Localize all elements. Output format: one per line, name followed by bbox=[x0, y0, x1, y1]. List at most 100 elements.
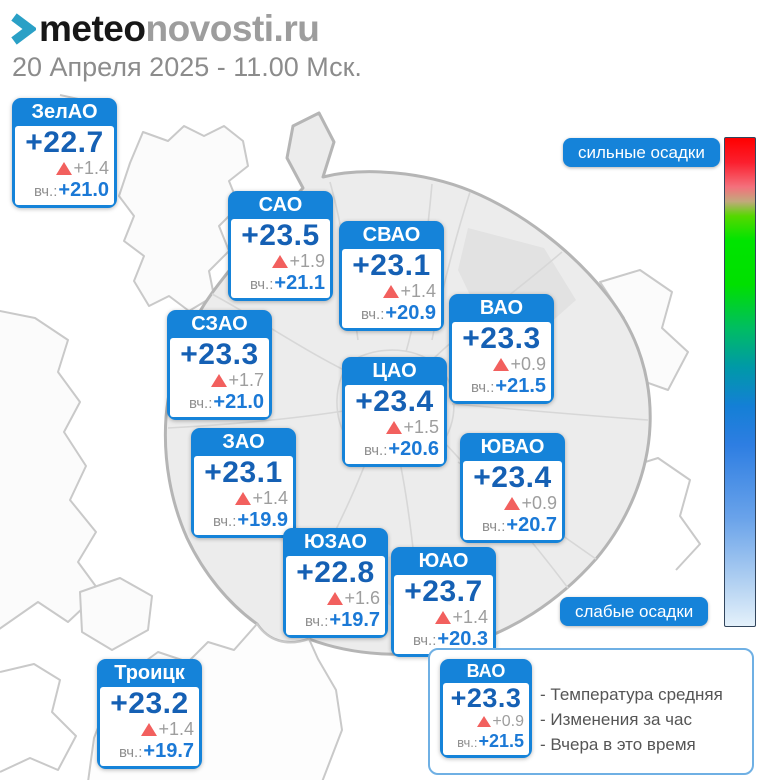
legend-descriptions: - Температура средняя - Изменения за час… bbox=[540, 682, 723, 757]
district-change-row: +0.9 bbox=[468, 493, 557, 514]
yesterday-label: вч.: bbox=[118, 744, 143, 761]
district-temperature: +23.4 bbox=[473, 461, 552, 494]
yesterday-label: вч.: bbox=[304, 613, 329, 630]
oblast-boundary-line bbox=[0, 663, 77, 773]
rise-triangle-icon bbox=[386, 421, 403, 434]
district-temperature: +22.8 bbox=[296, 556, 375, 589]
district-name: СВАО bbox=[362, 224, 421, 246]
district-change-value: +1.5 bbox=[403, 417, 439, 437]
district-card: ЮВАО +23.4 +0.9 вч.: +20.7 bbox=[460, 433, 565, 543]
yesterday-label: вч.: bbox=[457, 735, 478, 750]
district-card: ЮАО +23.7 +1.4 вч.: +20.3 bbox=[391, 547, 496, 657]
yesterday-label: вч.: bbox=[360, 306, 385, 323]
district-change-value: +0.9 bbox=[510, 354, 546, 374]
district-yesterday-value: +20.6 bbox=[388, 438, 439, 460]
district-name: ЗелАО bbox=[31, 101, 98, 123]
district-yesterday-value: +21.1 bbox=[274, 272, 325, 294]
oblast-area-troitsk bbox=[79, 577, 153, 651]
district-change-row: +1.4 bbox=[20, 158, 109, 179]
district-name: ЮЗАО bbox=[304, 531, 367, 553]
district-name: ЦАО bbox=[372, 360, 417, 382]
district-card-body: +23.5 +1.9 вч.: +21.1 bbox=[231, 219, 330, 298]
yesterday-label: вч.: bbox=[412, 632, 437, 649]
rise-triangle-icon bbox=[383, 285, 400, 298]
district-temperature: +23.3 bbox=[462, 322, 541, 355]
district-yesterday-value: +19.7 bbox=[329, 609, 380, 631]
district-temperature: +23.3 bbox=[450, 683, 522, 713]
oblast-area-west bbox=[0, 309, 101, 630]
legend-line-change: - Изменения за час bbox=[540, 710, 692, 729]
district-card-body: +22.7 +1.4 вч.: +21.0 bbox=[15, 126, 114, 205]
district-change-row: +1.7 bbox=[175, 370, 264, 391]
district-name: ВАО bbox=[466, 661, 506, 681]
logo-text-novosti: novosti.ru bbox=[145, 8, 320, 49]
logo-chevron-icon bbox=[10, 12, 38, 46]
district-change-row: +1.4 bbox=[399, 607, 488, 628]
yesterday-label: вч.: bbox=[470, 379, 495, 396]
precipitation-colorbar bbox=[724, 137, 756, 627]
rise-triangle-icon bbox=[56, 162, 73, 175]
district-change-value: +1.4 bbox=[452, 607, 488, 627]
district-temperature: +23.5 bbox=[241, 219, 320, 252]
district-yesterday-value: +19.7 bbox=[143, 740, 194, 762]
rise-triangle-icon bbox=[235, 492, 252, 505]
district-temperature: +23.1 bbox=[352, 249, 431, 282]
district-yesterday-value: +20.9 bbox=[385, 302, 436, 324]
district-change-value: +0.9 bbox=[492, 713, 524, 730]
district-yesterday-value: +21.5 bbox=[495, 375, 546, 397]
district-change-value: +1.4 bbox=[158, 719, 194, 739]
district-change-row: +0.9 bbox=[457, 354, 546, 375]
legend-box: ВАО +23.3 +0.9 вч.: +21.5 - Температура сред… bbox=[428, 648, 754, 775]
yesterday-label: вч.: bbox=[249, 276, 274, 293]
district-card: ЗАО +23.1 +1.4 вч.: +19.9 bbox=[191, 428, 296, 538]
district-boundary bbox=[451, 403, 649, 421]
district-yesterday-value: +20.3 bbox=[437, 628, 488, 650]
rise-triangle-icon bbox=[272, 255, 289, 268]
district-card-body: +23.2 +1.4 вч.: +19.7 bbox=[100, 687, 199, 766]
rise-triangle-icon bbox=[504, 497, 521, 510]
district-boundary bbox=[167, 409, 351, 429]
district-yesterday-value: +19.9 bbox=[237, 509, 288, 531]
rise-triangle-icon bbox=[141, 723, 158, 736]
district-temperature: +22.7 bbox=[25, 126, 104, 159]
district-change-value: +1.4 bbox=[252, 488, 288, 508]
weak-precipitation-label: слабые осадки bbox=[560, 597, 709, 626]
district-yesterday-row: вч.: +20.3 bbox=[399, 628, 488, 652]
district-name: САО bbox=[258, 194, 303, 216]
district-boundary bbox=[211, 293, 349, 373]
district-change-row: +1.9 bbox=[236, 251, 325, 272]
district-card: САО +23.5 +1.9 вч.: +21.1 bbox=[228, 191, 333, 301]
district-yesterday-value: +21.0 bbox=[213, 391, 264, 413]
district-card-body: +23.3 +0.9 вч.: +21.5 bbox=[443, 683, 529, 755]
logo-text-meteo: meteo bbox=[39, 8, 146, 49]
district-card: ВАО +23.3 +0.9 вч.: +21.5 bbox=[440, 659, 532, 758]
yesterday-label: вч.: bbox=[363, 442, 388, 459]
site-logo[interactable]: meteo novosti.ru bbox=[10, 8, 320, 50]
yesterday-label: вч.: bbox=[481, 518, 506, 535]
district-card: ВАО +23.3 +0.9 вч.: +21.5 bbox=[449, 294, 554, 404]
district-temperature: +23.4 bbox=[355, 385, 434, 418]
district-card-body: +23.4 +0.9 вч.: +20.7 bbox=[463, 461, 562, 540]
district-yesterday-row: вч.: +20.9 bbox=[347, 302, 436, 326]
district-card-body: +23.1 +1.4 вч.: +19.9 bbox=[194, 456, 293, 535]
district-name: ЮАО bbox=[418, 550, 469, 572]
district-change-value: +1.9 bbox=[289, 251, 325, 271]
district-change-value: +1.4 bbox=[73, 158, 109, 178]
district-yesterday-value: +21.0 bbox=[58, 179, 109, 201]
district-temperature: +23.1 bbox=[204, 456, 283, 489]
district-yesterday-row: вч.: +21.5 bbox=[448, 731, 524, 753]
district-card: СВАО +23.1 +1.4 вч.: +20.9 bbox=[339, 221, 444, 331]
district-yesterday-row: вч.: +20.6 bbox=[350, 438, 439, 462]
district-card-body: +23.4 +1.5 вч.: +20.6 bbox=[345, 385, 444, 464]
district-change-row: +0.9 bbox=[448, 712, 524, 731]
district-temperature: +23.2 bbox=[110, 687, 189, 720]
strong-precipitation-label: сильные осадки bbox=[563, 138, 720, 167]
district-change-row: +1.5 bbox=[350, 417, 439, 438]
legend-line-yesterday: - Вчера в это время bbox=[540, 735, 696, 754]
district-card-body: +23.7 +1.4 вч.: +20.3 bbox=[394, 575, 493, 654]
district-change-row: +1.4 bbox=[105, 719, 194, 740]
district-yesterday-row: вч.: +21.5 bbox=[457, 375, 546, 399]
yesterday-label: вч.: bbox=[33, 183, 58, 200]
district-card-body: +22.8 +1.6 вч.: +19.7 bbox=[286, 556, 385, 635]
